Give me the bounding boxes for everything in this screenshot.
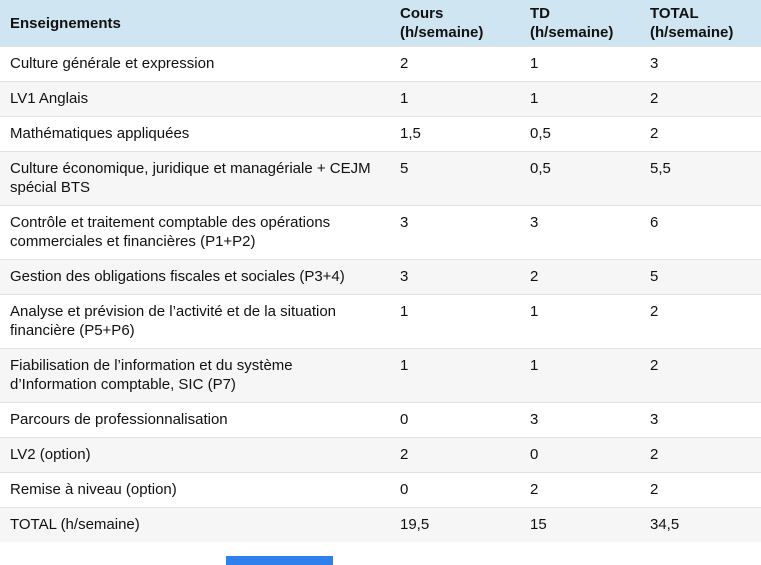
cours-value: 0 bbox=[390, 472, 520, 508]
td-value: 0,5 bbox=[520, 116, 640, 152]
table-row: Culture économique, juridique et managér… bbox=[0, 151, 761, 206]
total-value: 2 bbox=[640, 348, 761, 403]
enseignement-label: Gestion des obligations fiscales et soci… bbox=[0, 259, 390, 295]
td-value: 15 bbox=[520, 507, 640, 542]
td-value: 1 bbox=[520, 348, 640, 403]
enseignement-label: TOTAL (h/semaine) bbox=[0, 507, 390, 542]
total-value: 2 bbox=[640, 294, 761, 349]
enseignement-label: Mathématiques appliquées bbox=[0, 116, 390, 152]
col-header-total: TOTAL (h/semaine) bbox=[640, 0, 761, 47]
horizontal-scrollbar-thumb[interactable] bbox=[226, 556, 333, 565]
td-value: 2 bbox=[520, 259, 640, 295]
total-value: 2 bbox=[640, 116, 761, 152]
cours-value: 1 bbox=[390, 294, 520, 349]
td-value: 1 bbox=[520, 81, 640, 117]
table-row: Parcours de professionnalisation 0 3 3 bbox=[0, 402, 761, 438]
col-header-td: TD (h/semaine) bbox=[520, 0, 640, 47]
cours-value: 1,5 bbox=[390, 116, 520, 152]
total-value: 2 bbox=[640, 81, 761, 117]
td-value: 3 bbox=[520, 402, 640, 438]
enseignement-label: Fiabilisation de l’information et du sys… bbox=[0, 348, 390, 403]
table-row: Contrôle et traitement comptable des opé… bbox=[0, 205, 761, 260]
course-hours-table: Enseignements Cours (h/semaine) TD (h/se… bbox=[0, 0, 761, 542]
enseignement-label: LV1 Anglais bbox=[0, 81, 390, 117]
cours-value: 3 bbox=[390, 205, 520, 260]
total-value: 3 bbox=[640, 46, 761, 82]
cours-value: 2 bbox=[390, 46, 520, 82]
table-row: LV1 Anglais 1 1 2 bbox=[0, 81, 761, 117]
td-value: 0 bbox=[520, 437, 640, 473]
total-value: 6 bbox=[640, 205, 761, 260]
td-value: 0,5 bbox=[520, 151, 640, 206]
td-value: 2 bbox=[520, 472, 640, 508]
table-header-row: Enseignements Cours (h/semaine) TD (h/se… bbox=[0, 0, 761, 47]
cours-value: 19,5 bbox=[390, 507, 520, 542]
enseignement-label: Contrôle et traitement comptable des opé… bbox=[0, 205, 390, 260]
enseignement-label: Culture économique, juridique et managér… bbox=[0, 151, 390, 206]
table-row-total: TOTAL (h/semaine) 19,5 15 34,5 bbox=[0, 507, 761, 542]
enseignement-label: Parcours de professionnalisation bbox=[0, 402, 390, 438]
cours-value: 5 bbox=[390, 151, 520, 206]
table-row: Remise à niveau (option) 0 2 2 bbox=[0, 472, 761, 508]
enseignement-label: Analyse et prévision de l’activité et de… bbox=[0, 294, 390, 349]
td-value: 1 bbox=[520, 46, 640, 82]
total-value: 2 bbox=[640, 437, 761, 473]
cours-value: 1 bbox=[390, 348, 520, 403]
td-value: 1 bbox=[520, 294, 640, 349]
col-header-cours: Cours (h/semaine) bbox=[390, 0, 520, 47]
table-row: Mathématiques appliquées 1,5 0,5 2 bbox=[0, 116, 761, 152]
total-value: 3 bbox=[640, 402, 761, 438]
cours-value: 0 bbox=[390, 402, 520, 438]
cours-value: 3 bbox=[390, 259, 520, 295]
table-row: Fiabilisation de l’information et du sys… bbox=[0, 348, 761, 403]
total-value: 34,5 bbox=[640, 507, 761, 542]
enseignement-label: LV2 (option) bbox=[0, 437, 390, 473]
cours-value: 2 bbox=[390, 437, 520, 473]
enseignement-label: Culture générale et expression bbox=[0, 46, 390, 82]
table-row: Culture générale et expression 2 1 3 bbox=[0, 46, 761, 82]
table-row: Gestion des obligations fiscales et soci… bbox=[0, 259, 761, 295]
table-row: Analyse et prévision de l’activité et de… bbox=[0, 294, 761, 349]
total-value: 5 bbox=[640, 259, 761, 295]
col-header-enseignements: Enseignements bbox=[0, 0, 390, 47]
enseignement-label: Remise à niveau (option) bbox=[0, 472, 390, 508]
total-value: 2 bbox=[640, 472, 761, 508]
table-row: LV2 (option) 2 0 2 bbox=[0, 437, 761, 473]
td-value: 3 bbox=[520, 205, 640, 260]
cours-value: 1 bbox=[390, 81, 520, 117]
total-value: 5,5 bbox=[640, 151, 761, 206]
